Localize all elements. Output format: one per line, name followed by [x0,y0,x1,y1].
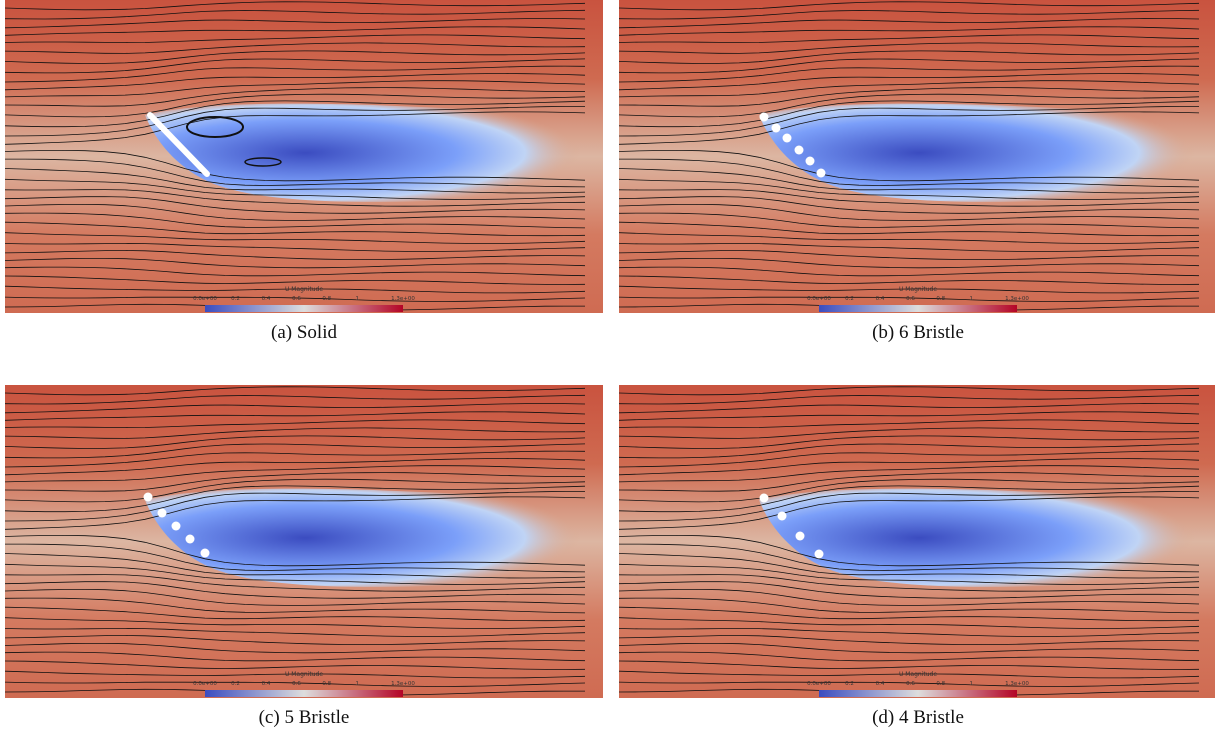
bristle [144,493,153,502]
colorbar-tick: 0.6 [906,681,915,687]
colorbar-tick: 0.4 [262,681,271,687]
colorbar-tick: 0.6 [292,296,301,302]
bristle [783,134,792,143]
colorbar-tick: 0.6 [906,296,915,302]
panel: U Magnitude 0.0e+00 0.2 0.4 0.6 0.8 1 1.3e+00 [619,0,1215,313]
colorbar-tick: 1.3e+00 [391,296,415,302]
bristle [201,549,210,558]
panel: U Magnitude 0.0e+00 0.2 0.4 0.6 0.8 1 1.3e+00 [5,0,603,313]
colorbar [205,305,403,312]
colorbar-tick: 0.2 [231,296,240,302]
colorbar [819,690,1017,697]
caption: (c) 5 Bristle [5,707,603,729]
colorbar-title: U Magnitude [285,286,323,293]
colorbar-tick: 1.3e+00 [1005,681,1029,687]
colorbar-tick: 0.0e+00 [807,296,831,302]
colorbar-tick: 0.4 [876,681,885,687]
colorbar-tick: 0.2 [845,296,854,302]
page: U Magnitude 0.0e+00 0.2 0.4 0.6 0.8 1 1.3e+00 U… [0,0,1215,740]
caption: (a) Solid [5,322,603,344]
colorbar-tick: 0.8 [936,296,945,302]
colorbar-tick: 0.0e+00 [807,681,831,687]
bristle [796,532,805,541]
colorbar-tick: 0.0e+00 [193,296,217,302]
colorbar-tick: 0.0e+00 [193,681,217,687]
colorbar-tick: 1 [356,681,360,687]
colorbar-tick: 1 [356,296,360,302]
bristle [817,169,826,178]
bristle [186,535,195,544]
colorbar-tick: 1 [970,296,974,302]
bristle [158,509,167,518]
bristle [778,512,787,521]
colorbar-tick: 0.2 [845,681,854,687]
bristle [772,124,781,133]
colorbar-tick: 0.6 [292,681,301,687]
colorbar-title: U Magnitude [285,671,323,678]
colorbar-tick: 1.3e+00 [1005,296,1029,302]
caption: (d) 4 Bristle [619,707,1215,729]
colorbar-tick: 0.8 [322,296,331,302]
colorbar-tick: 1 [970,681,974,687]
bristle [795,146,804,155]
colorbar-tick: 0.4 [876,296,885,302]
colorbar-tick: 0.8 [322,681,331,687]
caption: (b) 6 Bristle [619,322,1215,344]
bristle [760,113,769,122]
colorbar-tick: 1.3e+00 [391,681,415,687]
bristle [815,550,824,559]
bristle [760,494,769,503]
colorbar-tick: 0.8 [936,681,945,687]
panel: U Magnitude 0.0e+00 0.2 0.4 0.6 0.8 1 1.3e+00 [5,385,603,698]
colorbar [819,305,1017,312]
colorbar-title: U Magnitude [899,671,937,678]
panel: U Magnitude 0.0e+00 0.2 0.4 0.6 0.8 1 1.3e+00 [619,385,1215,698]
colorbar-tick: 0.2 [231,681,240,687]
colorbar [205,690,403,697]
bristle [172,522,181,531]
colorbar-title: U Magnitude [899,286,937,293]
bristle [806,157,815,166]
colorbar-tick: 0.4 [262,296,271,302]
